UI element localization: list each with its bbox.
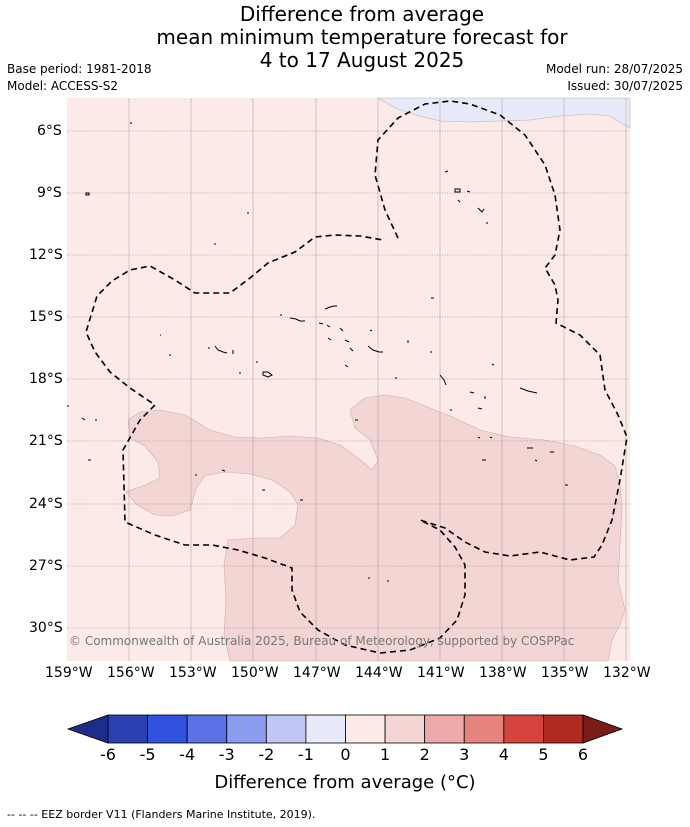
colorbar-tick-label: -1 xyxy=(297,745,314,764)
lat-label: 18°S xyxy=(29,371,63,387)
title-line-2: mean minimum temperature forecast for xyxy=(156,25,568,49)
title-line-1: Difference from average xyxy=(239,2,485,26)
lat-label: 6°S xyxy=(37,123,62,139)
colorbar-tick-label: 0 xyxy=(340,745,351,764)
lon-label: 159°W xyxy=(45,665,93,681)
lat-label: 30°S xyxy=(29,620,63,636)
lat-label: 12°S xyxy=(29,247,63,263)
colorbar-segment xyxy=(424,714,465,744)
colorbar-tick-label: -6 xyxy=(100,745,116,764)
colorbar-segment xyxy=(305,714,346,744)
lat-label: 9°S xyxy=(37,185,62,201)
base-period: Base period: 1981-2018 xyxy=(7,62,152,76)
lon-label: 150°W xyxy=(231,665,279,681)
islands xyxy=(67,122,568,582)
colorbar-tick-label: 2 xyxy=(419,745,430,764)
colorbar-arrow-high xyxy=(582,714,624,744)
colorbar-tick-label: 3 xyxy=(459,745,470,764)
lon-label: 156°W xyxy=(107,665,155,681)
colorbar-title: Difference from average (°C) xyxy=(214,772,476,793)
lon-label: 135°W xyxy=(541,665,589,681)
colorbar-tick-label: 1 xyxy=(379,745,391,764)
colorbar-segment xyxy=(503,714,544,744)
lat-label: 15°S xyxy=(29,309,63,325)
lat-label: 24°S xyxy=(29,496,63,512)
colorbar-segment xyxy=(265,714,307,744)
anomaly-fill-1-to-2 xyxy=(125,394,626,662)
model-name: Model: ACCESS-S2 xyxy=(7,79,119,93)
title-line-3: 4 to 17 August 2025 xyxy=(259,48,465,72)
colorbar-tick-label: 5 xyxy=(538,745,549,764)
colorbar-segment xyxy=(384,714,426,744)
colorbar-tick-label: 6 xyxy=(577,745,589,764)
colorbar-tick-label: -4 xyxy=(179,745,196,764)
model-run: Model run: 28/07/2025 xyxy=(545,62,683,76)
colorbar-segments xyxy=(66,714,624,744)
colorbar-segment xyxy=(186,714,228,744)
colorbar-tick-label: -2 xyxy=(258,745,275,764)
lon-gridlines xyxy=(128,98,627,661)
colorbar-segment xyxy=(345,714,386,744)
colorbar-tick-label: -5 xyxy=(139,745,156,764)
copyright-text: © Commonwealth of Australia 2025, Bureau… xyxy=(69,634,575,648)
eez-border xyxy=(85,100,628,654)
lon-label: 144°W xyxy=(355,665,403,681)
lon-label: 153°W xyxy=(169,665,217,681)
anomaly-fill-minus1-to-0 xyxy=(376,97,631,129)
colorbar-segment xyxy=(543,714,584,744)
colorbar-arrow-low xyxy=(66,714,109,744)
colorbar-tick-label: 4 xyxy=(498,745,509,764)
colorbar-segment xyxy=(147,714,188,744)
lon-label: 138°W xyxy=(479,665,527,681)
colorbar-segment xyxy=(107,714,148,744)
lon-label: 147°W xyxy=(293,665,341,681)
eez-legend-text: -- -- -- EEZ border V11 (Flanders Marine… xyxy=(7,808,316,821)
issued-date: Issued: 30/07/2025 xyxy=(567,79,683,93)
lat-label: 27°S xyxy=(29,558,63,574)
lon-label: 141°W xyxy=(417,665,465,681)
lon-label: 132°W xyxy=(603,665,651,681)
colorbar-tick-label: -3 xyxy=(218,745,235,764)
lat-label: 21°S xyxy=(29,433,63,449)
colorbar-segment xyxy=(463,714,505,744)
colorbar-segment xyxy=(226,714,267,744)
